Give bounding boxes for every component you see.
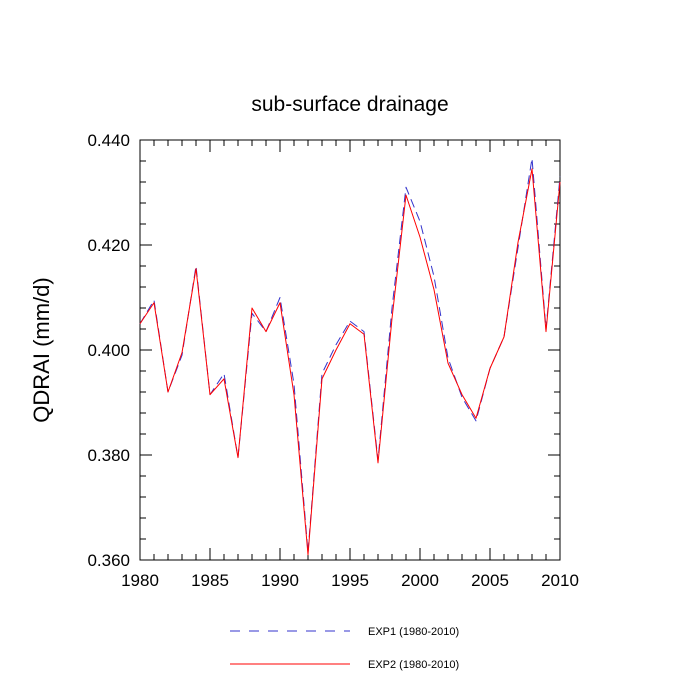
x-tick-label: 2000 — [401, 571, 439, 590]
chart-title: sub-surface drainage — [251, 93, 448, 116]
series-layer — [139, 157, 561, 556]
y-tick-label: 0.420 — [87, 236, 130, 255]
x-tick-label: 2010 — [541, 571, 579, 590]
x-tick-label: 1990 — [261, 571, 299, 590]
series-line-2 — [139, 168, 561, 556]
y-tick-label: 0.380 — [87, 446, 130, 465]
legend-label-1: EXP1 (1980-2010) — [368, 626, 459, 638]
series-line-1 — [139, 157, 561, 553]
x-axis: 1980 1985 1990 1995 2000 2005 2010 — [121, 140, 579, 590]
x-tick-label: 1980 — [121, 571, 159, 590]
x-tick-label: 2005 — [471, 571, 509, 590]
y-tick-label: 0.400 — [87, 341, 130, 360]
legend-label-2: EXP2 (1980-2010) — [368, 659, 459, 671]
x-tick-label: 1985 — [191, 571, 229, 590]
legend: EXP1 (1980-2010) EXP2 (1980-2010) — [230, 626, 459, 671]
y-axis: 0.360 0.380 0.400 0.420 0.440 — [87, 131, 560, 570]
y-tick-label: 0.360 — [87, 551, 130, 570]
y-tick-label: 0.440 — [87, 131, 130, 150]
y-axis-label: QDRAI (mm/d) — [29, 277, 54, 422]
x-tick-label: 1995 — [331, 571, 369, 590]
plot-frame — [139, 139, 561, 561]
